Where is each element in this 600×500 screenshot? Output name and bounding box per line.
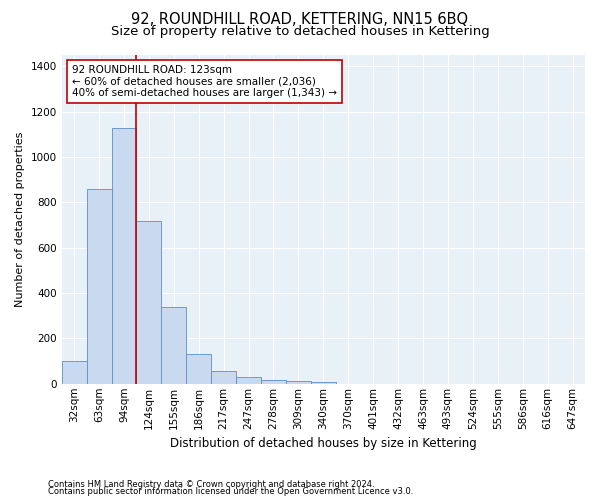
Bar xyxy=(286,381,311,384)
X-axis label: Distribution of detached houses by size in Kettering: Distribution of detached houses by size … xyxy=(170,437,477,450)
Bar xyxy=(136,220,161,384)
Y-axis label: Number of detached properties: Number of detached properties xyxy=(15,132,25,307)
Bar xyxy=(261,380,286,384)
Text: Contains HM Land Registry data © Crown copyright and database right 2024.: Contains HM Land Registry data © Crown c… xyxy=(48,480,374,489)
Bar xyxy=(62,361,86,384)
Text: 92, ROUNDHILL ROAD, KETTERING, NN15 6BQ: 92, ROUNDHILL ROAD, KETTERING, NN15 6BQ xyxy=(131,12,469,28)
Bar xyxy=(211,372,236,384)
Bar xyxy=(161,306,186,384)
Bar xyxy=(112,128,136,384)
Text: 92 ROUNDHILL ROAD: 123sqm
← 60% of detached houses are smaller (2,036)
40% of se: 92 ROUNDHILL ROAD: 123sqm ← 60% of detac… xyxy=(72,65,337,98)
Text: Size of property relative to detached houses in Kettering: Size of property relative to detached ho… xyxy=(110,25,490,38)
Text: Contains public sector information licensed under the Open Government Licence v3: Contains public sector information licen… xyxy=(48,487,413,496)
Bar xyxy=(236,378,261,384)
Bar xyxy=(86,189,112,384)
Bar xyxy=(186,354,211,384)
Bar xyxy=(311,382,336,384)
